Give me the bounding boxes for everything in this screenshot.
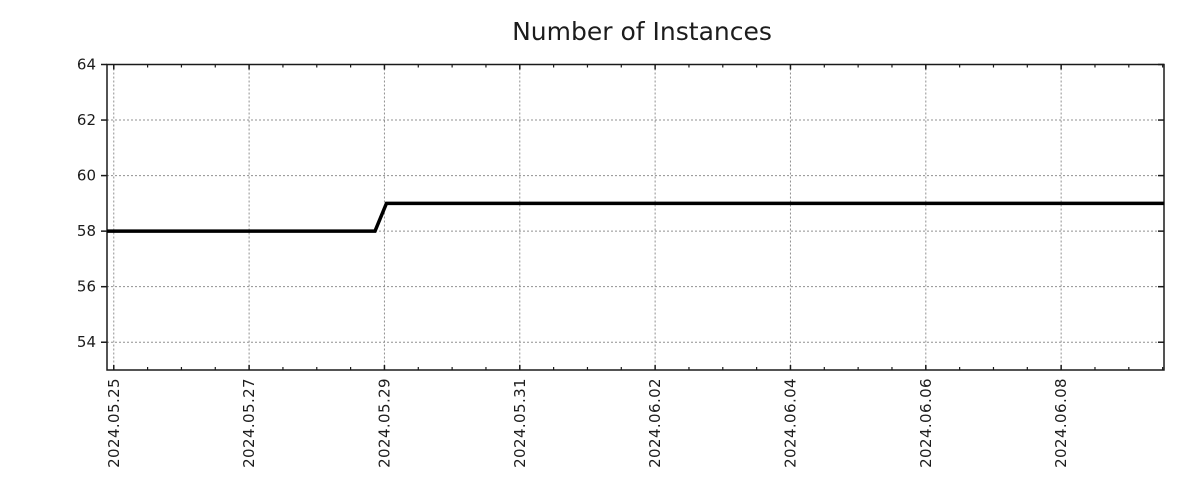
chart-title: Number of Instances bbox=[512, 17, 772, 46]
y-tick-label: 58 bbox=[77, 222, 96, 240]
x-tick-label: 2024.05.31 bbox=[511, 378, 529, 468]
data-line-instances bbox=[107, 201, 1164, 233]
x-tick-label: 2024.06.08 bbox=[1052, 378, 1070, 468]
y-tick-label: 56 bbox=[77, 278, 96, 296]
y-tick-label: 64 bbox=[77, 56, 96, 74]
x-tick-label: 2024.06.04 bbox=[781, 378, 799, 468]
y-tick-label: 54 bbox=[77, 333, 96, 351]
y-tick-label: 62 bbox=[77, 111, 96, 129]
x-tick-label: 2024.05.27 bbox=[240, 378, 258, 468]
y-tick-label: 60 bbox=[77, 167, 96, 185]
x-tick-label: 2024.06.06 bbox=[917, 378, 935, 468]
x-tick-label: 2024.06.02 bbox=[646, 378, 664, 468]
x-tick-label: 2024.05.25 bbox=[105, 378, 123, 468]
x-tick-label: 2024.05.29 bbox=[375, 378, 393, 468]
plot-border bbox=[106, 63, 1165, 371]
